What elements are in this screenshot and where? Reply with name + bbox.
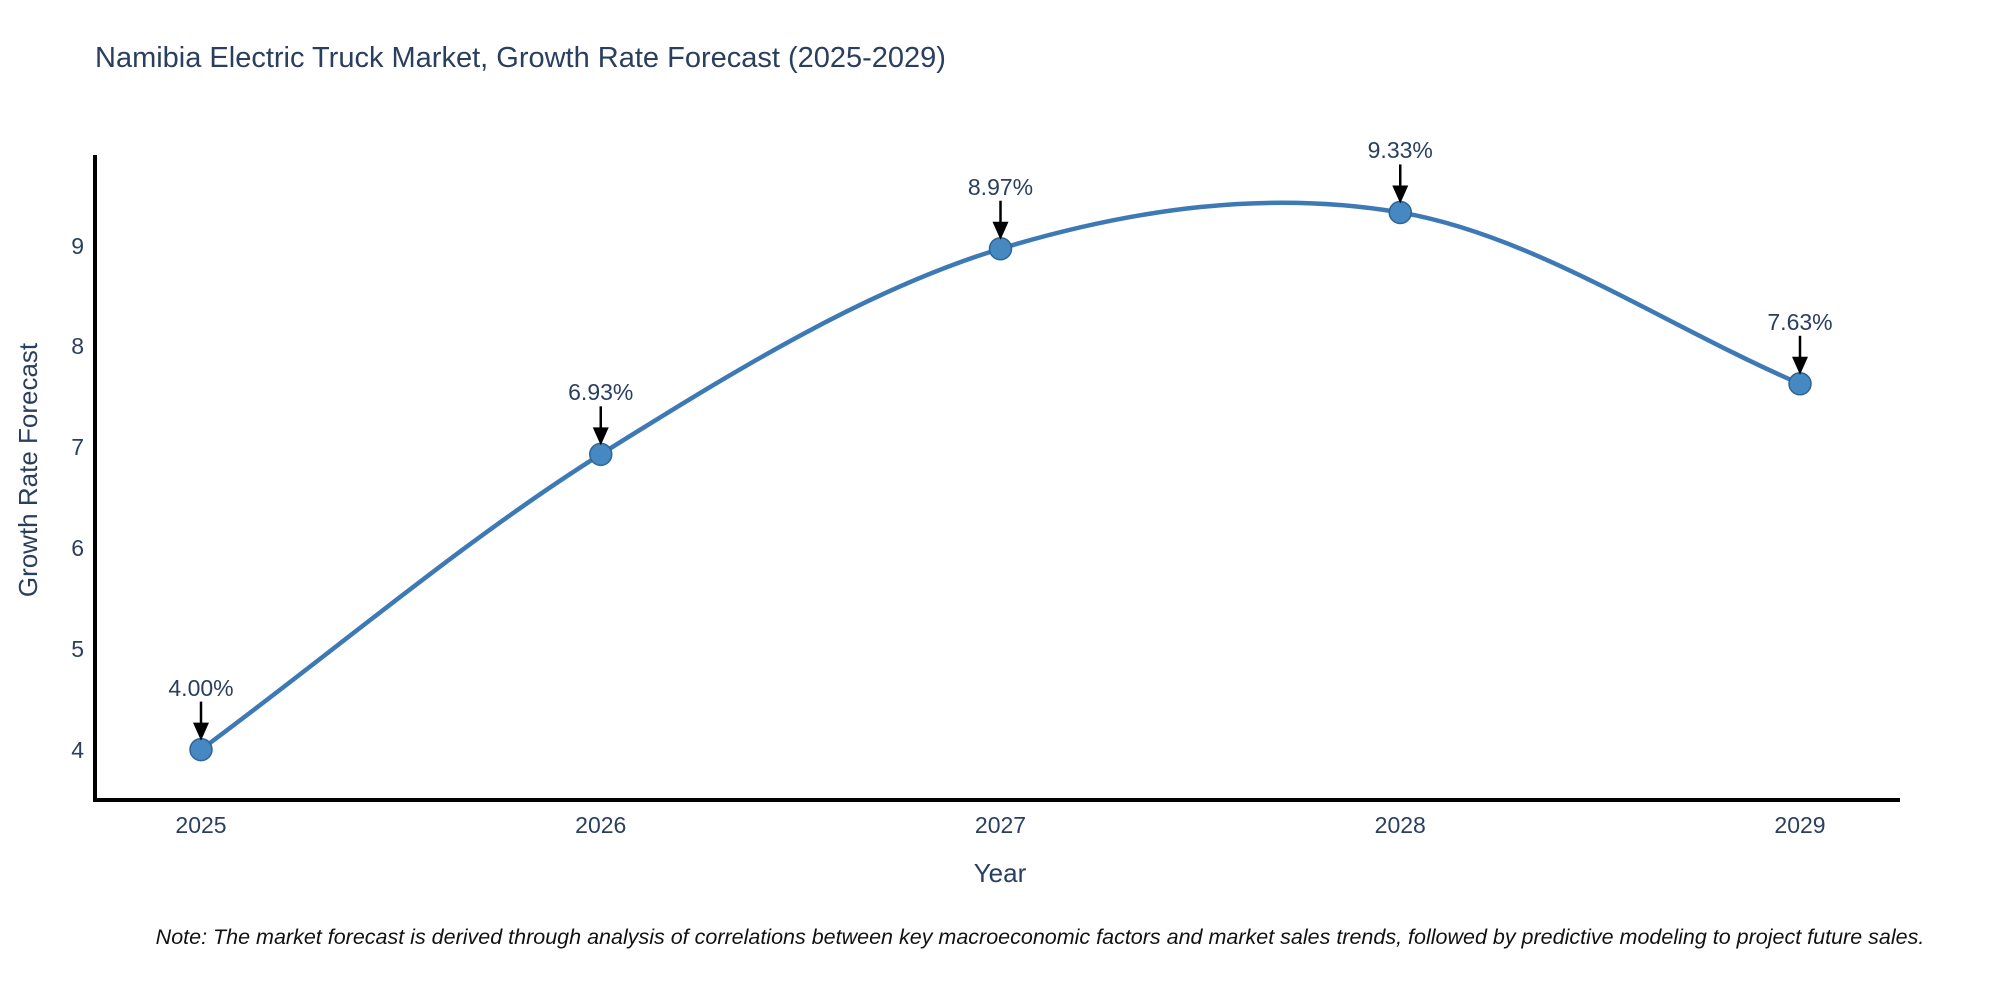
annotation-arrow-head xyxy=(992,221,1009,240)
data-point-marker xyxy=(988,236,1013,261)
annotation-arrow-head xyxy=(193,722,209,741)
y-tick-label: 9 xyxy=(71,232,84,259)
point-annotation: 4.00% xyxy=(168,674,234,701)
annotation-arrow-head xyxy=(1392,185,1409,204)
y-tick-label: 6 xyxy=(71,535,84,562)
x-tick-label: 2027 xyxy=(974,812,1027,838)
footnote: Note: The market forecast is derived thr… xyxy=(155,925,1925,949)
data-point-marker xyxy=(1788,372,1812,396)
y-tick-label: 8 xyxy=(71,333,84,360)
point-annotation: 9.33% xyxy=(1367,137,1433,164)
x-tick-label: 2028 xyxy=(1374,812,1426,838)
y-tick-label: 4 xyxy=(71,736,84,763)
y-tick-label: 5 xyxy=(71,635,84,662)
trend-line xyxy=(198,200,1803,752)
data-point-marker xyxy=(189,737,213,762)
x-axis-title: Year xyxy=(973,858,1027,888)
y-tick-label: 7 xyxy=(71,434,84,461)
chart-title: Namibia Electric Truck Market, Growth Ra… xyxy=(95,42,946,74)
annotation-arrow-head xyxy=(592,427,609,446)
y-axis-title: Growth Rate Forecast xyxy=(13,342,43,598)
annotation-arrow-head xyxy=(1792,356,1808,375)
x-tick-label: 2026 xyxy=(575,812,627,838)
x-tick-label: 2029 xyxy=(1774,812,1826,838)
point-annotation: 6.93% xyxy=(568,379,634,406)
data-point-marker xyxy=(589,442,613,467)
point-annotation: 7.63% xyxy=(1767,308,1833,335)
data-point-marker xyxy=(1388,200,1412,225)
point-annotation: 8.97% xyxy=(967,173,1034,200)
x-tick-label: 2025 xyxy=(175,812,227,838)
